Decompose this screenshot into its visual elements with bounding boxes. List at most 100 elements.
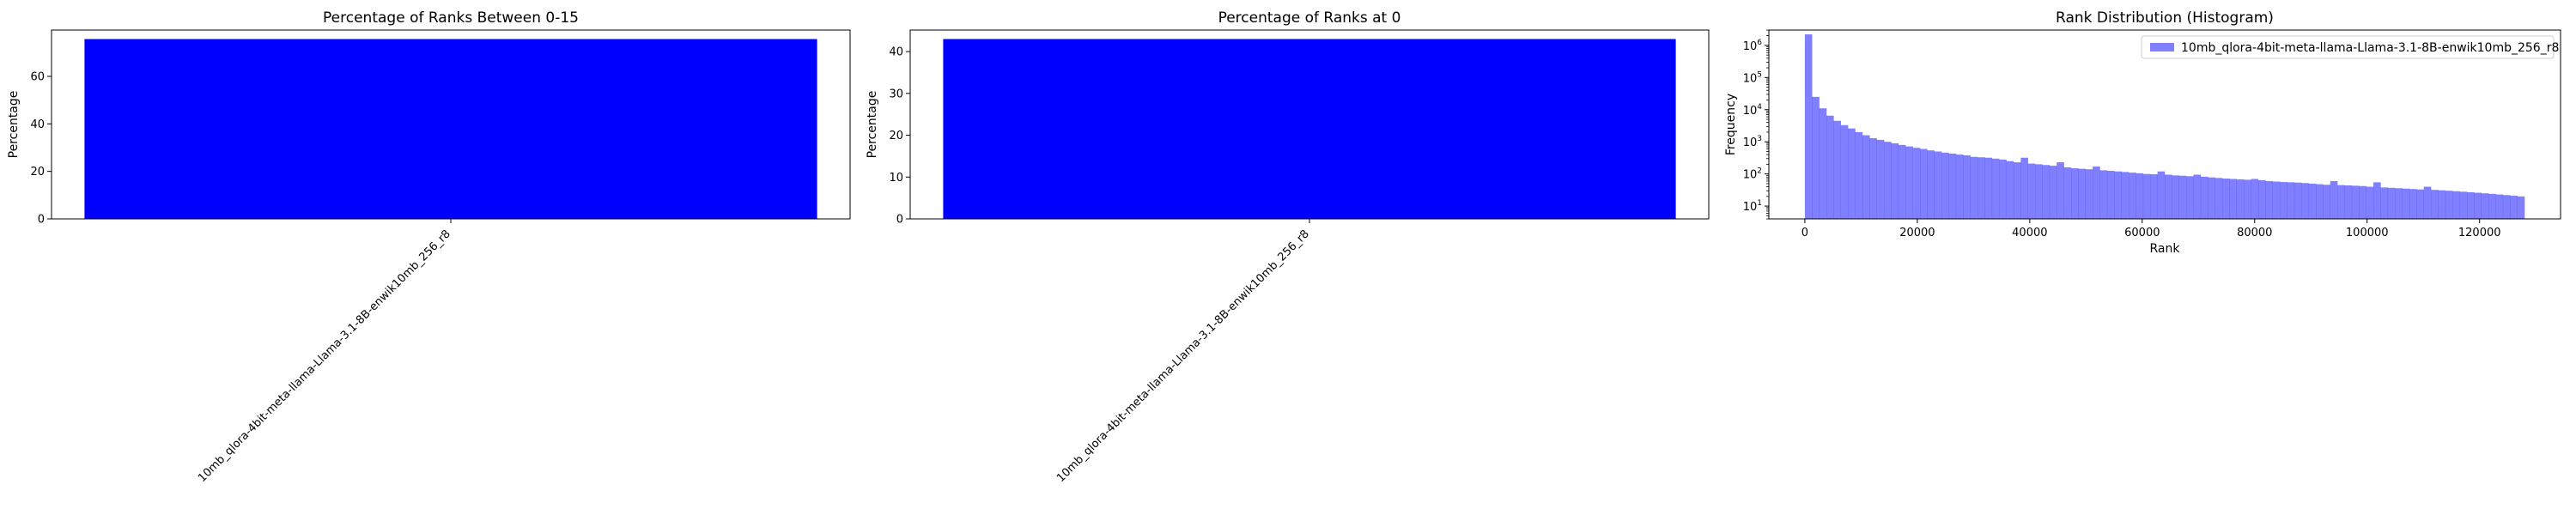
hist-bar bbox=[1898, 144, 1906, 219]
x-tick-label: 10mb_qlora-4bit-meta-llama-Llama-3.1-8B-… bbox=[196, 227, 453, 485]
chart-1-ylabel: Percentage bbox=[7, 91, 21, 159]
hist-bar bbox=[2416, 189, 2424, 219]
hist-bar bbox=[2057, 162, 2064, 219]
hist-bar bbox=[1848, 128, 1856, 219]
hist-bar bbox=[2330, 180, 2338, 219]
x-tick-label: 10mb_qlora-4bit-meta-llama-Llama-3.1-8B-… bbox=[1054, 227, 1312, 485]
hist-bar bbox=[2200, 176, 2208, 219]
y-tick-label: 40 bbox=[30, 118, 45, 131]
hist-bar bbox=[2366, 186, 2374, 219]
y-tick-label: 0 bbox=[38, 214, 45, 227]
y-tick-label: 104 bbox=[1743, 103, 1763, 118]
hist-bar bbox=[2251, 179, 2259, 219]
hist-bar bbox=[1927, 150, 1935, 219]
chart-percentage-0-15: Percentage of Ranks Between 0-15 Percent… bbox=[7, 9, 851, 485]
hist-bar bbox=[2495, 194, 2504, 219]
x-tick-label: 40000 bbox=[2012, 227, 2047, 239]
x-tick-label: 0 bbox=[1801, 227, 1808, 239]
y-tick-label: 106 bbox=[1743, 39, 1763, 53]
hist-bar bbox=[2510, 196, 2518, 219]
hist-bar bbox=[2193, 174, 2202, 219]
hist-bar bbox=[2423, 186, 2432, 219]
hist-bar bbox=[2387, 187, 2396, 219]
hist-bar bbox=[1855, 131, 1863, 219]
hist-bar bbox=[2157, 171, 2166, 219]
hist-bar bbox=[2395, 188, 2403, 219]
hist-bar bbox=[2301, 183, 2309, 219]
y-tick-label: 105 bbox=[1743, 70, 1762, 85]
hist-bar bbox=[1955, 154, 1964, 219]
hist-bar bbox=[1948, 153, 1957, 219]
y-tick-label: 20 bbox=[30, 166, 45, 179]
hist-bar bbox=[2308, 183, 2317, 219]
y-tick-label: 30 bbox=[889, 88, 903, 100]
y-tick-label: 101 bbox=[1743, 199, 1762, 214]
hist-bar bbox=[2078, 168, 2086, 219]
hist-bar bbox=[1819, 108, 1827, 219]
hist-bar bbox=[2265, 180, 2273, 219]
hist-bar bbox=[2431, 190, 2439, 219]
hist-bar bbox=[1912, 148, 1921, 219]
hist-bar bbox=[1884, 142, 1892, 219]
hist-bar bbox=[2121, 172, 2129, 219]
hist-bar bbox=[2099, 170, 2108, 219]
hist-bar bbox=[2142, 173, 2151, 219]
chart-3-legend: 10mb_qlora-4bit-meta-llama-Llama-3.1-8B-… bbox=[2141, 35, 2559, 59]
hist-bar bbox=[2380, 187, 2389, 219]
legend-box bbox=[2141, 35, 2555, 59]
hist-bar bbox=[2445, 191, 2453, 219]
hist-bar bbox=[2215, 178, 2223, 219]
chart-2-plot: 10mb_qlora-4bit-meta-llama-Llama-3.1-8B-… bbox=[889, 39, 1676, 485]
hist-bar bbox=[2272, 181, 2281, 219]
hist-bar bbox=[2517, 196, 2525, 219]
hist-bar bbox=[2359, 185, 2366, 219]
hist-bar bbox=[2373, 182, 2381, 219]
hist-bar bbox=[1941, 152, 1949, 219]
hist-bar bbox=[2287, 182, 2295, 219]
hist-bar bbox=[2236, 179, 2245, 219]
chart-3-axes-frame bbox=[1768, 29, 2561, 220]
hist-bar bbox=[2488, 193, 2496, 219]
hist-bar bbox=[2063, 167, 2072, 219]
x-tick-label: 60000 bbox=[2124, 227, 2160, 239]
hist-bar bbox=[2035, 164, 2043, 219]
hist-bar bbox=[2106, 171, 2115, 219]
x-tick-label: 80000 bbox=[2237, 227, 2272, 239]
chart-2-axes-frame bbox=[909, 29, 1710, 220]
chart-percentage-at-0: Percentage of Ranks at 0 Percentage 10mb… bbox=[866, 9, 1710, 485]
hist-bar bbox=[1876, 139, 1885, 219]
hist-bar bbox=[1978, 157, 1985, 219]
bar bbox=[943, 39, 1676, 219]
hist-bar bbox=[2085, 169, 2093, 219]
hist-bar bbox=[2172, 175, 2179, 219]
hist-bar bbox=[2293, 182, 2302, 219]
hist-bar bbox=[2114, 171, 2122, 219]
hist-bar bbox=[2136, 173, 2144, 219]
hist-bar bbox=[2438, 190, 2446, 219]
chart-1-plot: 10mb_qlora-4bit-meta-llama-Llama-3.1-8B-… bbox=[30, 39, 817, 485]
chart-1-title: Percentage of Ranks Between 0-15 bbox=[323, 9, 579, 27]
chart-1-axes-frame bbox=[51, 29, 851, 220]
hist-bar bbox=[2049, 166, 2057, 219]
hist-bar bbox=[1984, 157, 1993, 219]
chart-rank-histogram: Rank Distribution (Histogram) Frequency … bbox=[1724, 9, 2561, 256]
hist-bar bbox=[1812, 96, 1820, 220]
y-tick-label: 40 bbox=[889, 46, 903, 59]
hist-bar bbox=[2337, 185, 2345, 219]
hist-bar bbox=[1840, 124, 1849, 219]
hist-bar bbox=[2229, 179, 2238, 219]
hist-bar bbox=[2208, 177, 2215, 219]
hist-bar bbox=[2150, 173, 2158, 219]
chart-2-title: Percentage of Ranks at 0 bbox=[1218, 9, 1401, 27]
chart-2-ylabel: Percentage bbox=[866, 91, 879, 159]
hist-bar bbox=[2186, 176, 2194, 219]
hist-bar bbox=[2071, 168, 2079, 219]
hist-bar bbox=[1869, 137, 1877, 219]
hist-bar bbox=[2280, 182, 2287, 219]
hist-bar bbox=[1999, 159, 2007, 219]
hist-bar bbox=[2459, 191, 2468, 219]
hist-bar bbox=[2409, 189, 2417, 219]
hist-bar bbox=[1920, 148, 1928, 219]
x-tick-label: 20000 bbox=[1899, 227, 1935, 239]
